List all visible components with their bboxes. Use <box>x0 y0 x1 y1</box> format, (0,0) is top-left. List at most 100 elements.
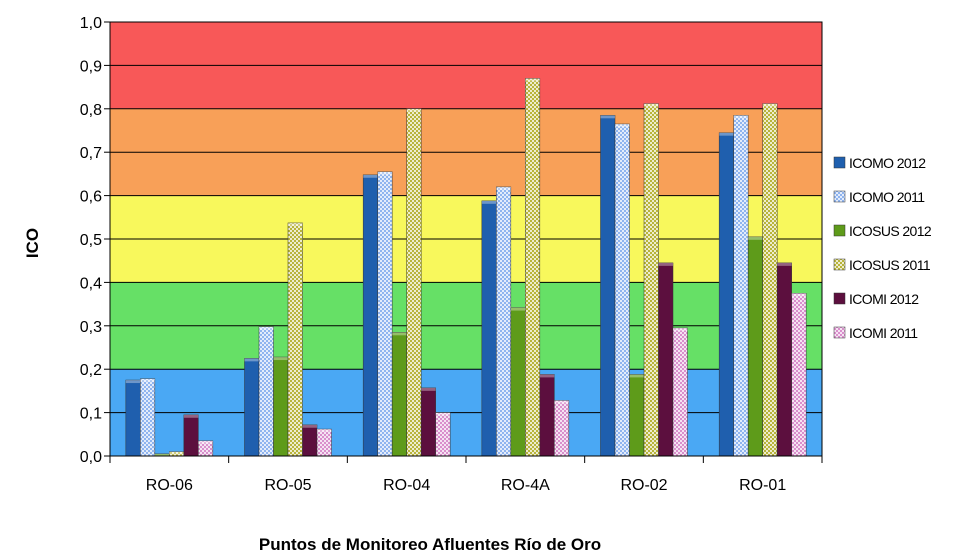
bar <box>377 171 393 457</box>
bar <box>287 222 303 457</box>
bar-highlight <box>777 262 792 266</box>
bar <box>362 174 378 457</box>
bar-highlight <box>673 327 688 331</box>
bar <box>302 424 318 457</box>
bar <box>733 115 749 457</box>
bar-highlight <box>615 123 630 127</box>
bar-highlight <box>406 108 422 112</box>
bar-highlight <box>317 429 332 433</box>
bar <box>747 236 763 457</box>
bar-highlight <box>600 115 615 119</box>
legend-swatch <box>833 224 846 237</box>
bar-highlight <box>719 132 734 136</box>
bar-highlight <box>421 387 436 391</box>
bar-highlight <box>525 78 540 82</box>
legend-label: ICOSUS 2012 <box>849 223 932 239</box>
bar-highlight <box>539 374 555 378</box>
bar <box>629 374 645 457</box>
legend-swatch <box>833 156 846 169</box>
y-tick-label: 0,7 <box>80 145 102 162</box>
legend-label: ICOMO 2012 <box>849 155 926 171</box>
x-tick-label: RO-04 <box>383 477 430 494</box>
bar <box>140 378 156 457</box>
bar <box>244 358 260 457</box>
bar <box>762 103 778 457</box>
bar-highlight <box>363 174 378 178</box>
gridlines <box>104 21 822 457</box>
bar-highlight <box>392 332 407 336</box>
y-tick-label: 0,3 <box>80 319 102 336</box>
bar <box>496 186 512 457</box>
x-tick-labels: RO-06 RO-05 RO-04 RO-4A RO-02 RO-01 <box>146 477 787 494</box>
bar-highlight <box>791 293 807 297</box>
bar <box>658 262 674 457</box>
bar-highlight <box>748 236 763 240</box>
legend: ICOMO 2012 ICOMO 2011 ICOSUS 2012 ICOSUS 20… <box>833 155 933 341</box>
bar-highlight <box>377 171 393 175</box>
y-axis-title: ICO <box>23 228 42 258</box>
y-tick-label: 0,2 <box>80 362 102 379</box>
legend-swatch <box>833 258 846 271</box>
legend-swatch <box>833 326 846 339</box>
legend-label: ICOMO 2011 <box>849 189 925 205</box>
bar-highlight <box>154 453 170 456</box>
bar <box>258 326 274 457</box>
bar-highlight <box>733 115 749 119</box>
x-tick-label: RO-05 <box>264 477 311 494</box>
y-tick-label: 0,9 <box>80 58 102 75</box>
bar-highlight <box>183 414 199 418</box>
bar-highlight <box>302 424 317 428</box>
bar <box>776 262 792 457</box>
bar <box>391 332 407 457</box>
legend-swatch <box>833 190 846 203</box>
y-tick-label: 0,1 <box>80 406 102 423</box>
bar <box>125 379 141 457</box>
bar <box>420 387 436 457</box>
bar-highlight <box>554 400 569 404</box>
bar-highlight <box>273 357 288 361</box>
bar-highlight <box>198 440 213 444</box>
bar-highlight <box>288 222 303 226</box>
bar <box>525 78 541 457</box>
bar <box>600 115 616 457</box>
x-tick-label: RO-06 <box>146 477 193 494</box>
bar-highlight <box>658 262 673 266</box>
bar <box>406 108 422 457</box>
bar <box>510 307 526 457</box>
x-tick-label: RO-01 <box>739 477 786 494</box>
axes <box>109 21 823 463</box>
bar <box>643 103 659 457</box>
y-tick-label: 0,8 <box>80 102 102 119</box>
bar-highlight <box>762 103 778 107</box>
legend-label: ICOMI 2012 <box>849 291 919 307</box>
bar-highlight <box>435 412 451 416</box>
bar-highlight <box>629 374 644 378</box>
y-tick-label: 0,4 <box>80 275 102 292</box>
bar <box>481 200 497 457</box>
bar-highlight <box>244 358 259 362</box>
bar <box>614 123 630 457</box>
bar <box>183 414 199 457</box>
bar-highlight <box>125 380 141 384</box>
legend-swatch <box>833 292 846 305</box>
bars <box>125 78 807 457</box>
x-tick-label: RO-4A <box>501 477 550 494</box>
y-tick-label: 0,5 <box>80 232 102 249</box>
x-axis-title: Puntos de Monitoreo Afluentes Río de Oro <box>259 535 601 553</box>
legend-label: ICOSUS 2011 <box>849 257 931 273</box>
y-tick-label: 0,6 <box>80 189 102 206</box>
legend-label: ICOMI 2011 <box>849 325 918 341</box>
bar <box>539 374 555 457</box>
y-tick-label: 0,0 <box>80 449 102 466</box>
bar-highlight <box>140 378 155 382</box>
bar-highlight <box>510 307 526 311</box>
bar <box>316 428 332 457</box>
bar-highlight <box>169 451 184 455</box>
bar <box>718 132 734 457</box>
bar-highlight <box>644 103 659 107</box>
bar-highlight <box>481 200 497 204</box>
bar <box>273 356 289 457</box>
bar-highlight <box>259 326 274 330</box>
bar <box>791 293 807 457</box>
